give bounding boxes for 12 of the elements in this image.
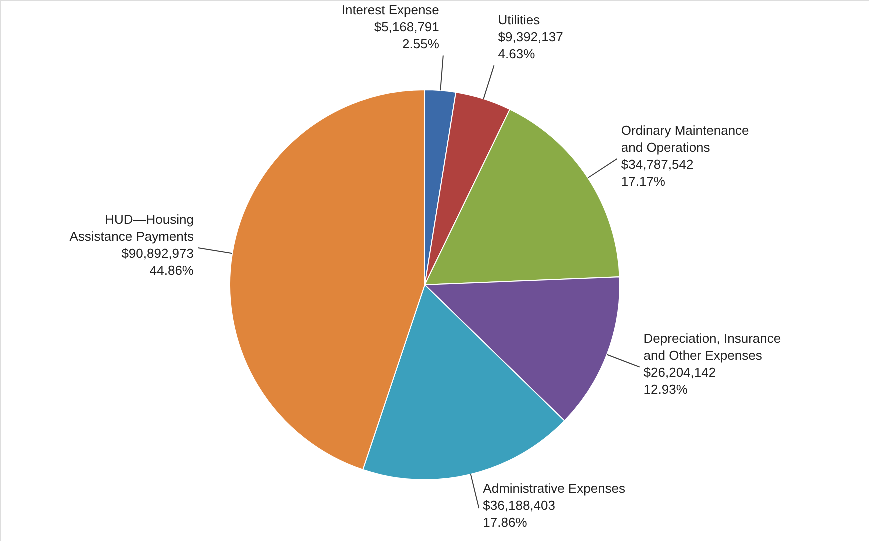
data-label: $90,892,973 44.86%	[122, 246, 194, 278]
data-label: $34,787,542 17.17%	[621, 156, 694, 189]
slice-label: Interest Expense	[342, 2, 440, 18]
data-label: $9,392,137 4.63%	[498, 30, 564, 62]
slice-label: Administrative Expenses	[483, 481, 626, 496]
data-label: $5,168,791 2.55%	[374, 20, 440, 52]
data-label: $36,188,403 17.86%	[483, 498, 556, 530]
data-label: $26,204,142 12.93%	[644, 365, 716, 398]
slice-label: Depreciation, Insurance and Other Expenses	[644, 331, 782, 364]
slice-label: Utilities	[498, 12, 541, 28]
slice-label: Ordinary Maintenance and Operations	[621, 122, 750, 155]
slice-label: HUD—Housing Assistance Payments	[70, 212, 194, 244]
